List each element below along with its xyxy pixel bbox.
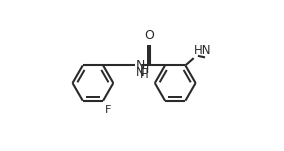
Text: O: O: [145, 29, 154, 42]
Text: HN: HN: [194, 44, 212, 57]
Text: N: N: [136, 59, 145, 72]
Text: H: H: [139, 63, 149, 76]
Text: F: F: [105, 105, 111, 115]
Text: N: N: [136, 66, 145, 79]
Text: H: H: [140, 68, 149, 81]
